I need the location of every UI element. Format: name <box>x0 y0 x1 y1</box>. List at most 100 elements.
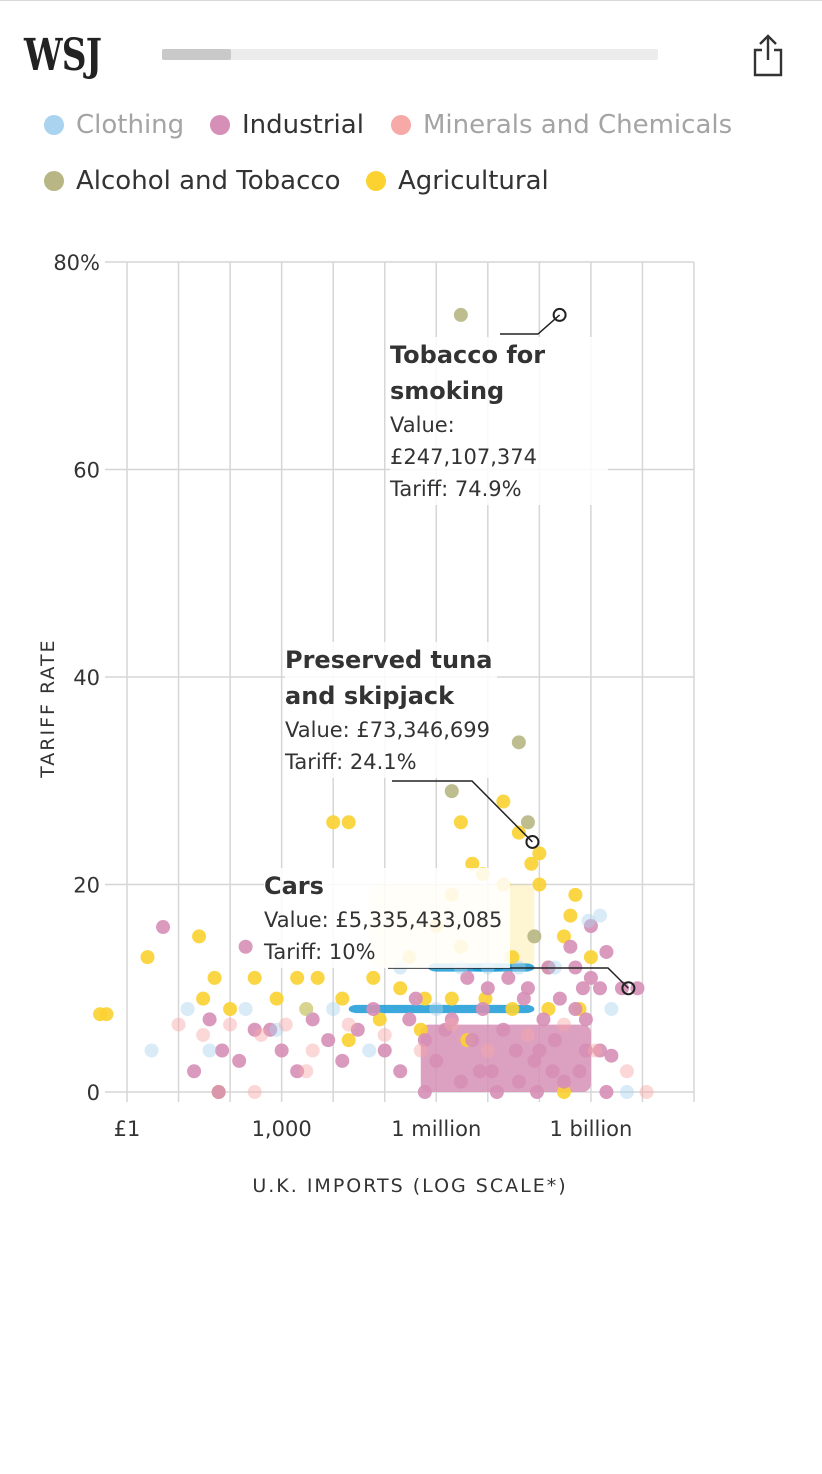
data-point-industrial <box>232 1053 247 1068</box>
data-point-industrial <box>496 1022 511 1037</box>
data-point-minerals-and-chemicals <box>196 1027 211 1042</box>
data-point-agricultural <box>247 970 262 985</box>
data-point-agricultural <box>444 991 459 1006</box>
share-icon[interactable] <box>750 32 786 78</box>
data-point-minerals-and-chemicals <box>254 1027 269 1042</box>
data-point-clothing <box>269 1022 284 1037</box>
legend-dot-clothing <box>44 115 64 135</box>
data-point-industrial <box>238 939 253 954</box>
legend-dot-minerals-and-chemicals <box>391 115 411 135</box>
data-point-minerals-and-chemicals <box>278 1017 293 1032</box>
data-point-minerals-and-chemicals <box>556 1017 571 1032</box>
legend-label-agricultural: Agricultural <box>398 166 549 196</box>
annotation-tobacco-value: Value: £247,107,374 <box>390 413 537 469</box>
data-point-industrial <box>578 1012 593 1027</box>
data-point-industrial <box>480 981 495 996</box>
data-point-clothing <box>144 1043 159 1058</box>
data-point-agricultural <box>393 981 408 996</box>
data-point-industrial <box>465 1033 480 1048</box>
data-point-industrial <box>575 981 590 996</box>
data-point-industrial <box>321 1033 336 1048</box>
data-point-agricultural <box>556 929 571 944</box>
data-point-minerals-and-chemicals <box>587 1043 602 1058</box>
data-point-industrial <box>472 1064 487 1079</box>
annotation-cars-tariff: Tariff: 10% <box>264 940 376 964</box>
legend-item-alcohol-and-tobacco[interactable]: Alcohol and Tobacco <box>44 166 341 196</box>
data-point-industrial <box>578 1043 593 1058</box>
data-point-industrial <box>572 1064 587 1079</box>
data-point-agricultural <box>453 815 468 830</box>
x-axis-title: U.K. IMPORTS (LOG SCALE*) <box>252 1175 567 1197</box>
reading-progress-bar <box>162 49 658 60</box>
annotation-tobacco-title-1: Tobacco for <box>390 341 546 369</box>
data-point-minerals-and-chemicals <box>480 1043 495 1058</box>
top-divider <box>0 0 822 1</box>
data-point-clothing <box>299 1002 314 1016</box>
data-point-minerals-and-chemicals <box>299 1064 314 1079</box>
legend-item-clothing[interactable]: Clothing <box>44 110 184 140</box>
data-point-industrial <box>489 1085 504 1099</box>
data-point-agricultural <box>532 877 547 892</box>
data-point-industrial <box>335 1053 350 1068</box>
x-tick-label: £1 <box>114 1117 141 1141</box>
y-tick-label: 0 <box>87 1081 100 1105</box>
data-point-industrial <box>202 1012 217 1027</box>
legend-item-industrial[interactable]: Industrial <box>210 110 364 140</box>
data-point-industrial <box>501 970 516 985</box>
annotation-tobacco: Tobacco for smoking Value: £247,107,374 … <box>390 337 608 505</box>
data-point-clothing <box>180 1002 195 1016</box>
data-point-industrial <box>377 1043 392 1058</box>
y-tick-label: 60 <box>73 459 100 483</box>
data-point-minerals-and-chemicals <box>223 1017 238 1032</box>
data-point-agricultural <box>299 1002 314 1016</box>
data-point-industrial <box>552 991 567 1006</box>
data-point-agricultural <box>511 825 526 840</box>
data-point-industrial <box>290 1064 305 1079</box>
y-tick-label: 20 <box>73 874 100 898</box>
data-point-industrial <box>247 1022 262 1037</box>
data-point-industrial <box>429 1053 444 1068</box>
data-point-alcohol-and-tobacco <box>527 929 542 944</box>
data-point-industrial <box>508 1043 523 1058</box>
legend-label-alcohol-and-tobacco: Alcohol and Tobacco <box>76 166 341 196</box>
data-point-minerals-and-chemicals <box>341 1017 356 1032</box>
data-point-agricultural <box>524 856 539 871</box>
legend-label-minerals-and-chemicals: Minerals and Chemicals <box>423 110 733 140</box>
annotation-marker-tobacco <box>552 307 567 322</box>
data-point-industrial <box>604 1048 619 1063</box>
wsj-logo[interactable]: WSJ <box>24 30 102 81</box>
data-point-alcohol-and-tobacco <box>444 784 459 799</box>
data-point-agricultural <box>140 950 155 965</box>
data-point-minerals-and-chemicals <box>171 1017 186 1032</box>
data-point-industrial <box>530 1085 545 1099</box>
data-point-industrial <box>274 1043 289 1058</box>
legend-item-agricultural[interactable]: Agricultural <box>366 166 549 196</box>
data-point-minerals-and-chemicals <box>413 1043 428 1058</box>
legend-item-minerals-and-chemicals[interactable]: Minerals and Chemicals <box>391 110 732 140</box>
data-point-industrial <box>527 1053 542 1068</box>
data-point-industrial <box>511 1074 526 1089</box>
data-point-alcohol-and-tobacco <box>520 815 535 830</box>
data-point-clothing <box>429 1002 444 1016</box>
y-tick-label: 80% <box>53 251 100 275</box>
annotation-tuna: Preserved tuna and skipjack Value: £73,3… <box>285 642 497 778</box>
data-point-agricultural <box>207 970 222 985</box>
data-point-agricultural <box>568 887 583 902</box>
annotation-tuna-title-2: and skipjack <box>285 682 455 710</box>
data-point-clothing <box>592 908 607 923</box>
data-point-industrial <box>305 1012 320 1027</box>
data-point-alcohol-and-tobacco <box>511 735 526 750</box>
x-tick-label: 1 million <box>391 1117 481 1141</box>
data-point-agricultural <box>372 1012 387 1027</box>
legend-dot-agricultural <box>366 171 386 191</box>
data-point-minerals-and-chemicals <box>305 1043 320 1058</box>
data-point-industrial <box>599 1085 614 1099</box>
data-point-minerals-and-chemicals <box>639 1085 654 1099</box>
y-axis-title: TARIFF RATE <box>37 638 59 778</box>
annotation-tobacco-tariff: Tariff: 74.9% <box>390 477 522 501</box>
data-point-industrial <box>460 970 475 985</box>
data-point-industrial <box>532 1043 547 1058</box>
data-point-industrial <box>592 1043 607 1058</box>
data-point-agricultural <box>326 815 341 830</box>
data-point-agricultural <box>223 1002 238 1016</box>
